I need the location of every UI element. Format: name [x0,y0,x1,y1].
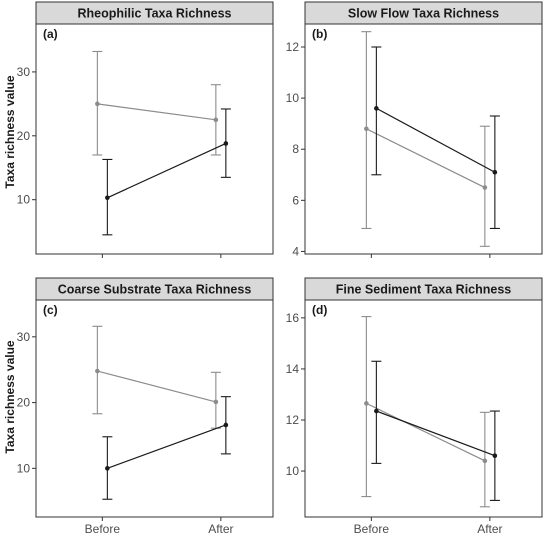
plot-area [35,23,274,255]
data-point [223,422,229,428]
y-axis-title-top: Taxa richness value [3,75,17,189]
chart-panels: Rheophilic Taxa Richness (a) 10 20 30 Slow Fl… [17,1,543,536]
y-tick-label: 14 [286,362,300,376]
plot-area [304,23,543,255]
panel-title: Slow Flow Taxa Richness [348,7,499,21]
panel-title: Rheophilic Taxa Richness [78,7,232,21]
y-tick-label: 10 [286,91,300,105]
y-tick-label: 10 [17,461,31,475]
series-0 [361,316,490,508]
series-0 [361,31,490,247]
x-tick-label: After [208,522,233,536]
series-line [97,370,217,403]
y-tick-label: 4 [292,244,299,258]
series-1 [102,108,231,236]
data-point [105,195,110,201]
y-tick-label: 12 [286,40,300,54]
y-tick-label: 30 [17,330,31,344]
data-point [95,368,100,374]
data-point [482,185,488,190]
y-axis-title-bottom: Taxa richness value [3,340,17,454]
y-tick-label: 8 [292,142,299,156]
series-line [366,128,486,189]
panel-tag: (d) [312,303,327,317]
series-line [107,424,227,469]
panel-title: Coarse Substrate Taxa Richness [58,283,252,297]
data-point [364,126,369,132]
panel-tag: (a) [43,27,58,41]
series-1 [371,360,500,501]
data-point [374,408,379,414]
series-0 [92,325,221,429]
panel-tag: (c) [43,303,58,317]
y-tick-label: 30 [17,65,31,79]
plot-area [35,299,274,518]
series-line [376,410,496,457]
data-point [223,141,229,146]
y-tick-label: 16 [286,311,300,325]
panel-a: Rheophilic Taxa Richness (a) 10 20 30 [17,1,274,258]
panel-b: Slow Flow Taxa Richness (b) 4 6 8 10 12 [286,1,543,258]
series-1 [371,46,500,229]
y-tick-label: 10 [286,464,300,478]
y-tick-label: 6 [292,193,299,207]
panel-tag: (b) [312,27,327,41]
y-tick-label: 20 [17,396,31,410]
data-point [374,106,379,111]
panel-c: Coarse Substrate Taxa Richness(c) 10 20 30 B… [17,277,274,536]
data-point [482,458,488,464]
series-1 [102,396,231,500]
data-point [213,117,219,123]
panel-d: Fine Sediment Taxa Richness (d) 10 12 14 16 Be… [286,277,543,536]
data-point [213,399,219,405]
series-line [366,402,486,462]
plot-area [304,299,543,518]
x-tick-label: Before [85,522,121,536]
data-point [492,169,498,175]
series-line [97,103,216,121]
data-point [105,466,110,471]
data-point [95,101,100,107]
panel-title: Fine Sediment Taxa Richness [336,283,512,297]
y-tick-label: 20 [17,129,31,143]
x-tick-label: After [477,522,502,536]
y-tick-label: 10 [17,193,31,207]
data-point [364,401,369,406]
y-tick-label: 12 [286,413,300,427]
x-tick-label: Before [354,522,390,536]
series-line [107,142,227,199]
data-point [492,453,498,459]
series-line [376,107,496,173]
series-0 [92,50,221,156]
